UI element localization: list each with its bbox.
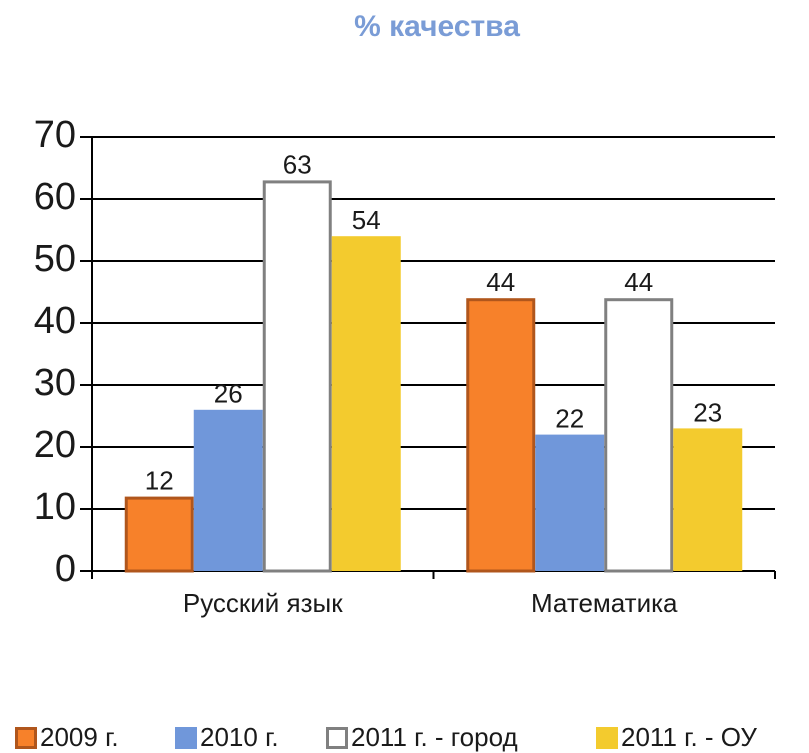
legend-swatch [175,727,197,749]
data-label: 12 [145,465,174,495]
y-tick-label: 70 [34,114,76,156]
legend-label: 2011 г. - город [351,722,518,752]
legend-swatch [596,727,618,749]
data-label: 44 [486,267,515,297]
bar [262,180,332,573]
bar [124,496,194,573]
data-label: 44 [624,267,653,297]
y-tick-label: 60 [34,176,76,218]
y-tick-label: 50 [34,238,76,280]
y-tick-label: 30 [34,362,76,404]
x-tick-label: Русский язык [183,588,343,618]
bar [604,298,674,573]
data-label: 23 [693,397,722,427]
legend-label: 2010 г. [200,722,279,752]
legend-swatch [326,727,348,749]
y-tick-label: 0 [55,548,76,590]
x-tick-label: Математика [531,588,678,618]
y-tick-label: 10 [34,486,76,528]
legend-label: 2011 г. - ОУ [621,722,757,752]
y-tick-label: 20 [34,424,76,466]
data-label: 26 [214,379,243,409]
bar [673,428,743,571]
bar [466,298,536,573]
bar [331,236,401,571]
data-label: 63 [283,149,312,179]
y-tick-label: 40 [34,300,76,342]
data-label: 54 [352,205,381,235]
data-label: 22 [555,403,584,433]
bar [193,409,263,571]
legend-swatch [15,727,37,749]
legend-label: 2009 г. [40,722,119,752]
bar [535,434,605,571]
chart-title: % качества [354,10,520,43]
